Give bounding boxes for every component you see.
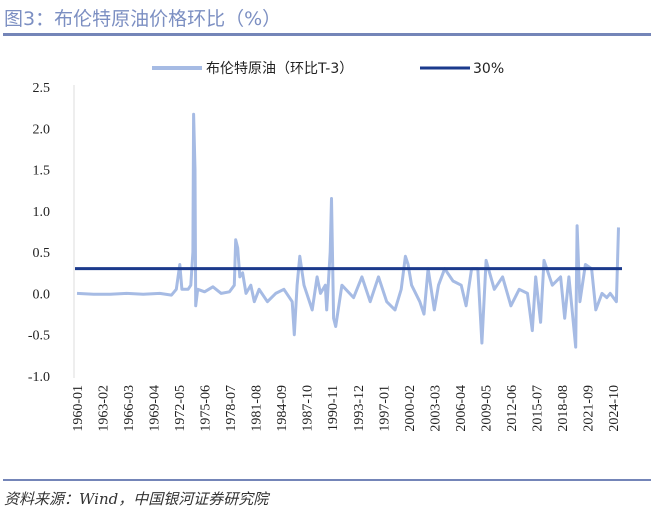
x-tick-label: 2003-03 — [428, 385, 443, 432]
legend-label-brent: 布伦特原油（环比T-3） — [206, 61, 353, 77]
x-tick-label: 1966-03 — [122, 385, 137, 432]
x-tick-label: 1987-10 — [301, 385, 316, 432]
x-tick-label: 1972-05 — [173, 385, 188, 432]
x-tick-label: 2009-05 — [479, 385, 494, 432]
x-tick-label: 2000-02 — [403, 385, 418, 432]
x-tick-label: 1990-11 — [326, 385, 341, 431]
x-tick-label: 2018-08 — [556, 385, 571, 432]
chart-title: 图3：布伦特原油价格环比（%） — [4, 8, 282, 30]
x-tick-label: 1978-07 — [224, 385, 239, 432]
y-tick-label: 2.0 — [33, 122, 51, 137]
y-tick-label: -0.5 — [28, 329, 50, 344]
x-tick-label: 1997-01 — [377, 385, 392, 432]
x-tick-label: 2015-07 — [530, 385, 545, 432]
x-tick-label: 2006-04 — [454, 385, 469, 432]
source-note: 资料来源：Wind，中国银河证券研究院 — [4, 490, 269, 508]
x-tick-label: 1969-04 — [148, 385, 163, 432]
y-tick-label: 0.5 — [33, 246, 51, 261]
footer-divider — [3, 479, 651, 481]
x-tick-label: 1981-08 — [250, 385, 265, 432]
y-tick-label: 0.0 — [33, 287, 51, 302]
y-tick-label: 2.5 — [33, 81, 51, 96]
y-tick-label: 1.0 — [33, 205, 51, 220]
x-tick-label: 2024-10 — [607, 385, 622, 432]
legend: 布伦特原油（环比T-3） 30% — [152, 61, 504, 77]
chart: 布伦特原油（环比T-3） 30% 2.5 2.0 1.5 1.0 0.5 0.0 -0.5 -… — [28, 61, 622, 432]
title-divider — [3, 33, 651, 36]
x-tick-label: 1960-01 — [71, 385, 86, 432]
legend-label-30pct: 30% — [473, 61, 504, 77]
x-tick-label: 2012-06 — [505, 385, 520, 432]
series-line-brent — [76, 112, 620, 349]
x-tick-label: 1993-12 — [352, 385, 367, 432]
x-tick-label: 2021-09 — [581, 385, 596, 432]
y-tick-label: -1.0 — [28, 370, 50, 385]
x-tick-label: 1975-06 — [199, 385, 214, 432]
y-tick-label: 1.5 — [33, 164, 51, 179]
x-tick-label: 1963-02 — [97, 385, 112, 432]
x-tick-label: 1984-09 — [275, 385, 290, 432]
